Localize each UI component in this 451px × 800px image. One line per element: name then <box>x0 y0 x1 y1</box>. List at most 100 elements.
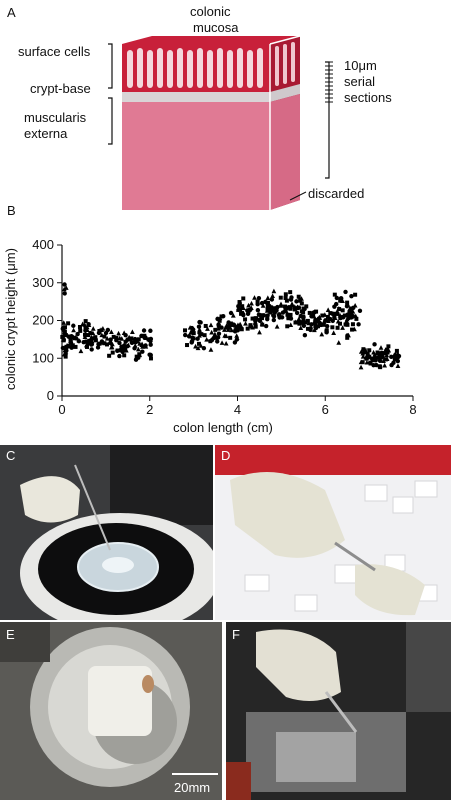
data-point <box>78 348 84 354</box>
block-front-mucosa <box>122 44 270 92</box>
data-point <box>372 342 377 347</box>
data-point <box>319 331 325 337</box>
data-point <box>270 293 275 299</box>
data-point <box>324 330 329 335</box>
data-point <box>93 338 98 343</box>
data-point <box>278 295 283 300</box>
data-point <box>278 303 284 308</box>
data-point <box>97 327 103 333</box>
data-point <box>204 337 210 342</box>
data-point <box>148 328 153 333</box>
data-point <box>298 325 304 331</box>
data-point <box>198 320 203 325</box>
data-point <box>105 327 111 333</box>
section-ticks <box>325 61 333 103</box>
data-point <box>325 307 331 312</box>
data-point <box>292 304 298 309</box>
data-point <box>95 345 101 350</box>
data-point <box>216 331 222 336</box>
data-point <box>227 325 232 330</box>
data-point <box>360 353 366 359</box>
data-point <box>190 335 195 340</box>
data-point <box>230 313 236 318</box>
panel-c-letter: C <box>6 448 16 463</box>
data-point <box>234 325 239 330</box>
data-point <box>234 333 240 338</box>
data-point <box>111 334 116 339</box>
data-point <box>384 352 390 358</box>
data-point <box>102 341 107 346</box>
data-point <box>196 324 202 329</box>
data-point <box>350 327 355 332</box>
x-tick-label: 6 <box>322 402 329 417</box>
data-point <box>395 351 401 356</box>
data-point <box>395 358 401 364</box>
data-point <box>243 320 248 326</box>
data-point <box>296 316 302 321</box>
x-tick-label: 0 <box>58 402 65 417</box>
data-point <box>252 295 257 300</box>
y-tick-label: 400 <box>32 237 54 252</box>
data-point <box>62 291 67 296</box>
data-point <box>299 296 304 301</box>
block-muscularis <box>122 102 270 210</box>
data-point <box>186 334 192 339</box>
data-point <box>311 310 316 315</box>
photo-f-cryostat: F <box>226 622 451 800</box>
y-tick-label: 200 <box>32 313 54 328</box>
data-point <box>345 300 350 305</box>
data-point <box>257 329 262 335</box>
panel-b-letter: B <box>7 203 16 218</box>
data-point <box>232 340 238 345</box>
y-tick-label: 100 <box>32 350 54 365</box>
data-point <box>139 333 144 339</box>
data-point <box>367 348 372 353</box>
data-point <box>209 337 215 343</box>
data-point <box>117 340 122 346</box>
data-point <box>338 315 343 321</box>
photo-e-tissue-chuck: E 20mm <box>0 622 222 800</box>
data-point <box>302 319 308 325</box>
data-point <box>126 336 132 342</box>
discarded-label: discarded <box>308 186 365 201</box>
data-point <box>299 309 304 314</box>
data-point <box>307 310 312 315</box>
data-point <box>143 335 148 340</box>
data-point <box>277 315 282 320</box>
data-point <box>82 322 88 327</box>
data-point <box>148 356 153 361</box>
data-point <box>371 349 376 355</box>
data-point <box>134 338 140 344</box>
data-point <box>334 301 339 307</box>
data-point <box>395 363 401 369</box>
data-point <box>375 350 381 356</box>
data-point <box>353 292 358 297</box>
data-point <box>240 311 245 316</box>
data-point <box>73 344 78 349</box>
data-point <box>137 341 143 346</box>
data-point <box>361 347 366 352</box>
data-point <box>296 294 301 299</box>
data-point <box>129 329 135 334</box>
data-point <box>345 313 351 318</box>
data-point <box>229 327 234 333</box>
panel-f-letter: F <box>232 627 240 642</box>
data-point <box>89 338 95 344</box>
data-point <box>93 335 98 340</box>
data-point <box>125 342 131 348</box>
data-point <box>321 322 326 327</box>
data-point <box>132 346 137 351</box>
x-tick-label: 2 <box>146 402 153 417</box>
data-point <box>148 352 153 358</box>
y-tick-label: 300 <box>32 275 54 290</box>
data-point <box>188 330 194 335</box>
data-point <box>351 305 356 311</box>
data-point <box>100 326 106 331</box>
data-point <box>271 306 276 311</box>
data-point <box>328 316 333 322</box>
data-point <box>237 321 243 327</box>
data-point <box>110 350 115 355</box>
data-point <box>246 302 251 308</box>
photo-d-dry-ice: D <box>215 445 451 620</box>
data-point <box>316 314 322 320</box>
